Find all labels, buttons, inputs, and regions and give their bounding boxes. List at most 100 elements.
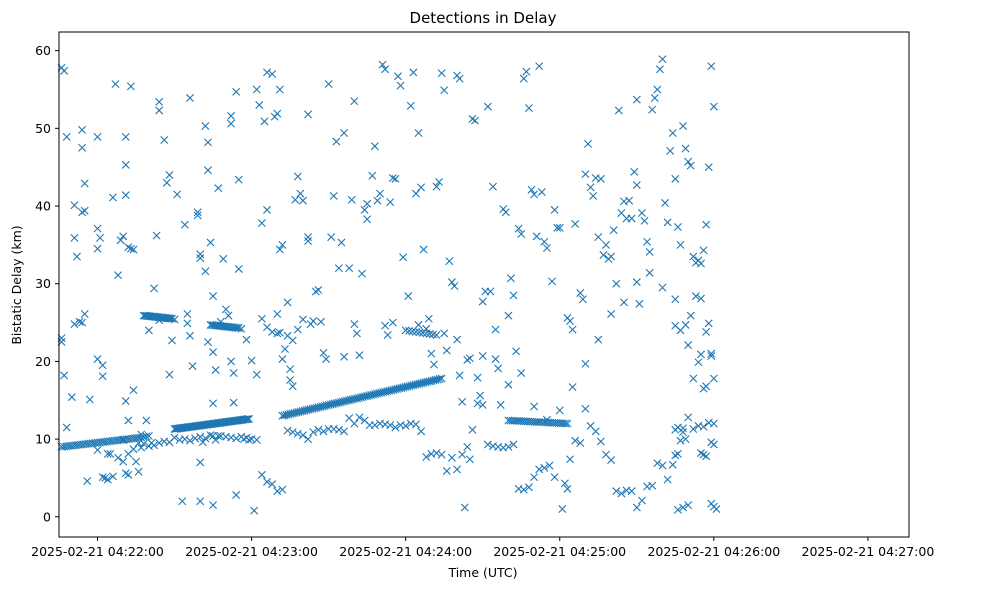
data-point	[137, 430, 146, 439]
data-point	[661, 198, 670, 207]
data-point	[653, 459, 662, 468]
data-point	[329, 191, 338, 200]
data-point	[707, 62, 716, 71]
data-point	[637, 496, 646, 505]
data-point	[599, 250, 608, 259]
data-point	[275, 85, 284, 94]
data-point	[445, 257, 454, 266]
data-point	[612, 279, 621, 288]
data-point	[424, 314, 433, 323]
data-point	[653, 85, 662, 94]
x-tick-label: 2025-02-21 04:22:00	[31, 544, 164, 559]
data-point	[373, 196, 382, 205]
data-point	[679, 503, 688, 512]
data-point	[676, 436, 685, 445]
data-point	[686, 311, 695, 320]
data-point	[203, 138, 212, 147]
data-point	[283, 298, 292, 307]
data-point	[437, 450, 446, 459]
data-point	[291, 195, 300, 204]
data-point	[422, 452, 431, 461]
data-point	[119, 457, 128, 466]
data-point	[612, 487, 621, 496]
data-point	[165, 370, 174, 379]
data-point	[442, 346, 451, 355]
data-point	[491, 355, 500, 364]
data-point	[60, 371, 69, 380]
data-point	[227, 119, 236, 128]
data-point	[679, 428, 688, 437]
data-point	[293, 429, 302, 438]
data-point	[460, 503, 469, 512]
data-point	[388, 174, 397, 183]
data-point	[681, 320, 690, 329]
data-point	[340, 427, 349, 436]
data-point	[252, 85, 261, 94]
data-point	[514, 224, 523, 233]
data-point	[242, 415, 251, 424]
data-point	[98, 361, 107, 370]
data-point	[234, 264, 243, 273]
data-point	[627, 214, 636, 223]
data-point	[596, 437, 605, 446]
data-point	[227, 357, 236, 366]
data-point	[80, 179, 89, 188]
data-point	[578, 295, 587, 304]
data-point	[60, 66, 69, 75]
data-point	[447, 278, 456, 287]
data-point	[234, 175, 243, 184]
data-point	[488, 442, 497, 451]
data-point	[594, 335, 603, 344]
data-point	[699, 422, 708, 431]
data-point	[581, 404, 590, 413]
data-point	[689, 252, 698, 261]
data-point	[530, 190, 539, 199]
data-point	[586, 421, 595, 430]
data-point	[671, 295, 680, 304]
y-tick-label: 20	[35, 354, 51, 369]
data-point	[376, 419, 384, 428]
data-point	[273, 310, 282, 319]
data-point	[121, 160, 130, 169]
data-point	[108, 472, 117, 481]
data-point	[98, 372, 107, 381]
data-point	[553, 223, 562, 232]
data-point	[614, 106, 623, 115]
data-point	[586, 183, 595, 192]
data-point	[298, 196, 307, 205]
data-point	[155, 439, 164, 447]
data-point	[601, 450, 610, 459]
data-point	[183, 319, 192, 328]
data-point	[114, 271, 123, 280]
chart-title: Detections in Delay	[410, 9, 557, 27]
data-point	[268, 69, 277, 78]
data-point	[332, 137, 341, 146]
data-point	[494, 364, 503, 373]
data-point	[293, 172, 302, 181]
data-point	[709, 419, 718, 428]
data-point	[345, 264, 354, 273]
data-point	[427, 349, 436, 358]
data-point	[483, 102, 492, 111]
data-point	[679, 122, 688, 130]
data-point	[704, 163, 713, 172]
data-point	[581, 359, 590, 368]
data-point	[78, 318, 87, 327]
data-point	[643, 237, 652, 246]
data-point	[221, 305, 230, 314]
data-point	[142, 416, 151, 425]
data-point	[242, 335, 251, 344]
data-point	[483, 440, 492, 449]
data-point	[209, 501, 218, 510]
data-point	[555, 223, 564, 232]
data-point	[209, 348, 218, 357]
data-point	[304, 233, 313, 242]
data-point	[563, 419, 572, 428]
data-point	[609, 226, 618, 235]
data-point	[532, 232, 541, 241]
data-point	[229, 398, 238, 407]
data-point	[486, 287, 495, 296]
data-point	[545, 461, 554, 470]
data-point	[491, 325, 500, 334]
y-tick-label: 50	[35, 121, 51, 136]
